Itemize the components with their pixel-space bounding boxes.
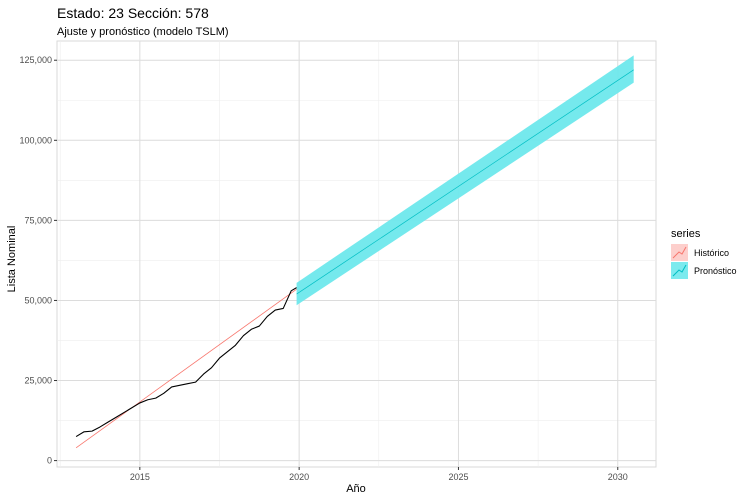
y-axis-label: Lista Nominal bbox=[6, 226, 18, 293]
forecast-line bbox=[296, 69, 634, 295]
y-axis-ticks: 0 25,000 50,000 75,000 100,000 125,000 bbox=[19, 55, 57, 466]
legend-title: series bbox=[671, 228, 701, 240]
chart-marks bbox=[75, 55, 634, 449]
x-tick-label: 2030 bbox=[608, 472, 628, 482]
legend-line-historico-icon bbox=[672, 246, 687, 259]
forecast-interval-band bbox=[296, 55, 634, 306]
x-tick-label: 2020 bbox=[289, 472, 309, 482]
legend: series Histórico Pronóstico bbox=[671, 228, 737, 279]
y-tick-label: 25,000 bbox=[24, 376, 52, 386]
x-tick-label: 2025 bbox=[448, 472, 468, 482]
y-tick-label: 0 bbox=[47, 456, 52, 466]
chart-title: Estado: 23 Sección: 578 bbox=[57, 5, 209, 21]
fitted-line bbox=[75, 288, 297, 449]
legend-line-pronostico-icon bbox=[672, 264, 687, 277]
y-tick-label: 125,000 bbox=[19, 55, 52, 65]
legend-label-pronostico: Pronóstico bbox=[694, 266, 737, 276]
legend-label-historico: Histórico bbox=[694, 248, 729, 258]
legend-item-pronostico: Pronóstico bbox=[671, 262, 737, 279]
minor-gridlines bbox=[57, 41, 656, 467]
y-tick-label: 50,000 bbox=[24, 295, 52, 305]
observed-line bbox=[75, 287, 297, 438]
y-tick-label: 75,000 bbox=[24, 215, 52, 225]
x-tick-label: 2015 bbox=[130, 472, 150, 482]
legend-item-historico: Histórico bbox=[671, 244, 729, 261]
x-axis-ticks: 2015 2020 2025 2030 bbox=[130, 467, 628, 482]
x-axis-label: Año bbox=[346, 483, 366, 495]
y-tick-label: 100,000 bbox=[19, 135, 52, 145]
major-gridlines bbox=[57, 41, 656, 467]
chart-subtitle: Ajuste y pronóstico (modelo TSLM) bbox=[57, 26, 229, 38]
